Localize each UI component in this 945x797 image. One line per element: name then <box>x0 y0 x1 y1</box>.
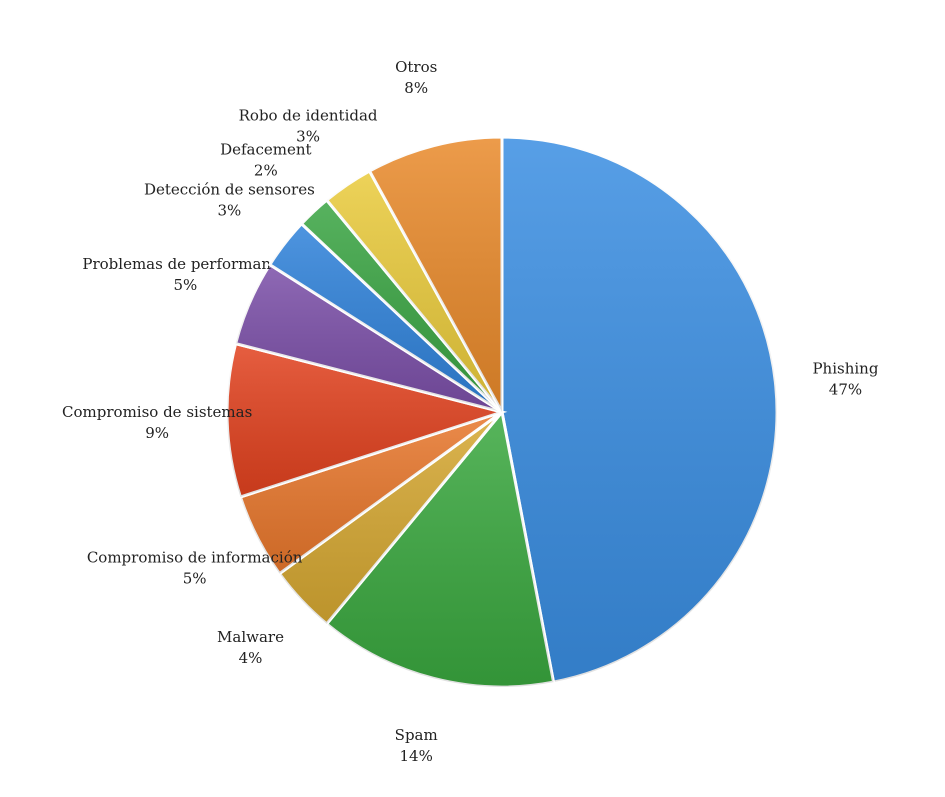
slice-value-label: 5% <box>173 276 197 294</box>
slice-label: Phishing <box>812 360 878 378</box>
slice-label: Malware <box>217 628 284 646</box>
slice-label: Detección de sensores <box>144 181 315 199</box>
slice-label: Spam <box>395 726 438 744</box>
slice-shade <box>502 137 777 683</box>
slice-label: Defacement <box>220 141 311 159</box>
slice-value-label: 3% <box>217 202 241 220</box>
slice-label: Otros <box>395 58 437 76</box>
slice-shade <box>326 412 554 687</box>
slice-label: Compromiso de sistemas <box>62 403 252 421</box>
slice-label: Problemas de performance <box>82 255 288 273</box>
slice-value-label: 8% <box>404 79 428 97</box>
slice-value-label: 4% <box>239 649 263 667</box>
slice-value-label: 3% <box>296 128 320 146</box>
slice-shade <box>369 137 502 412</box>
slice-shade <box>279 412 502 624</box>
slice-value-label: 5% <box>183 570 207 588</box>
slice-value-label: 9% <box>145 424 169 442</box>
slice-value-label: 14% <box>400 747 433 765</box>
slice-shade <box>240 412 502 574</box>
slice-label: Robo de identidad <box>239 107 378 125</box>
slice-shade <box>301 200 502 412</box>
slice-value-label: 47% <box>829 381 862 399</box>
slice-label: Compromiso de información <box>87 549 303 567</box>
slice-shade <box>227 343 503 497</box>
slice-shade <box>235 264 502 412</box>
slice-value-label: 2% <box>254 162 278 180</box>
slice-shade <box>326 171 502 412</box>
slice-shade <box>269 223 502 412</box>
